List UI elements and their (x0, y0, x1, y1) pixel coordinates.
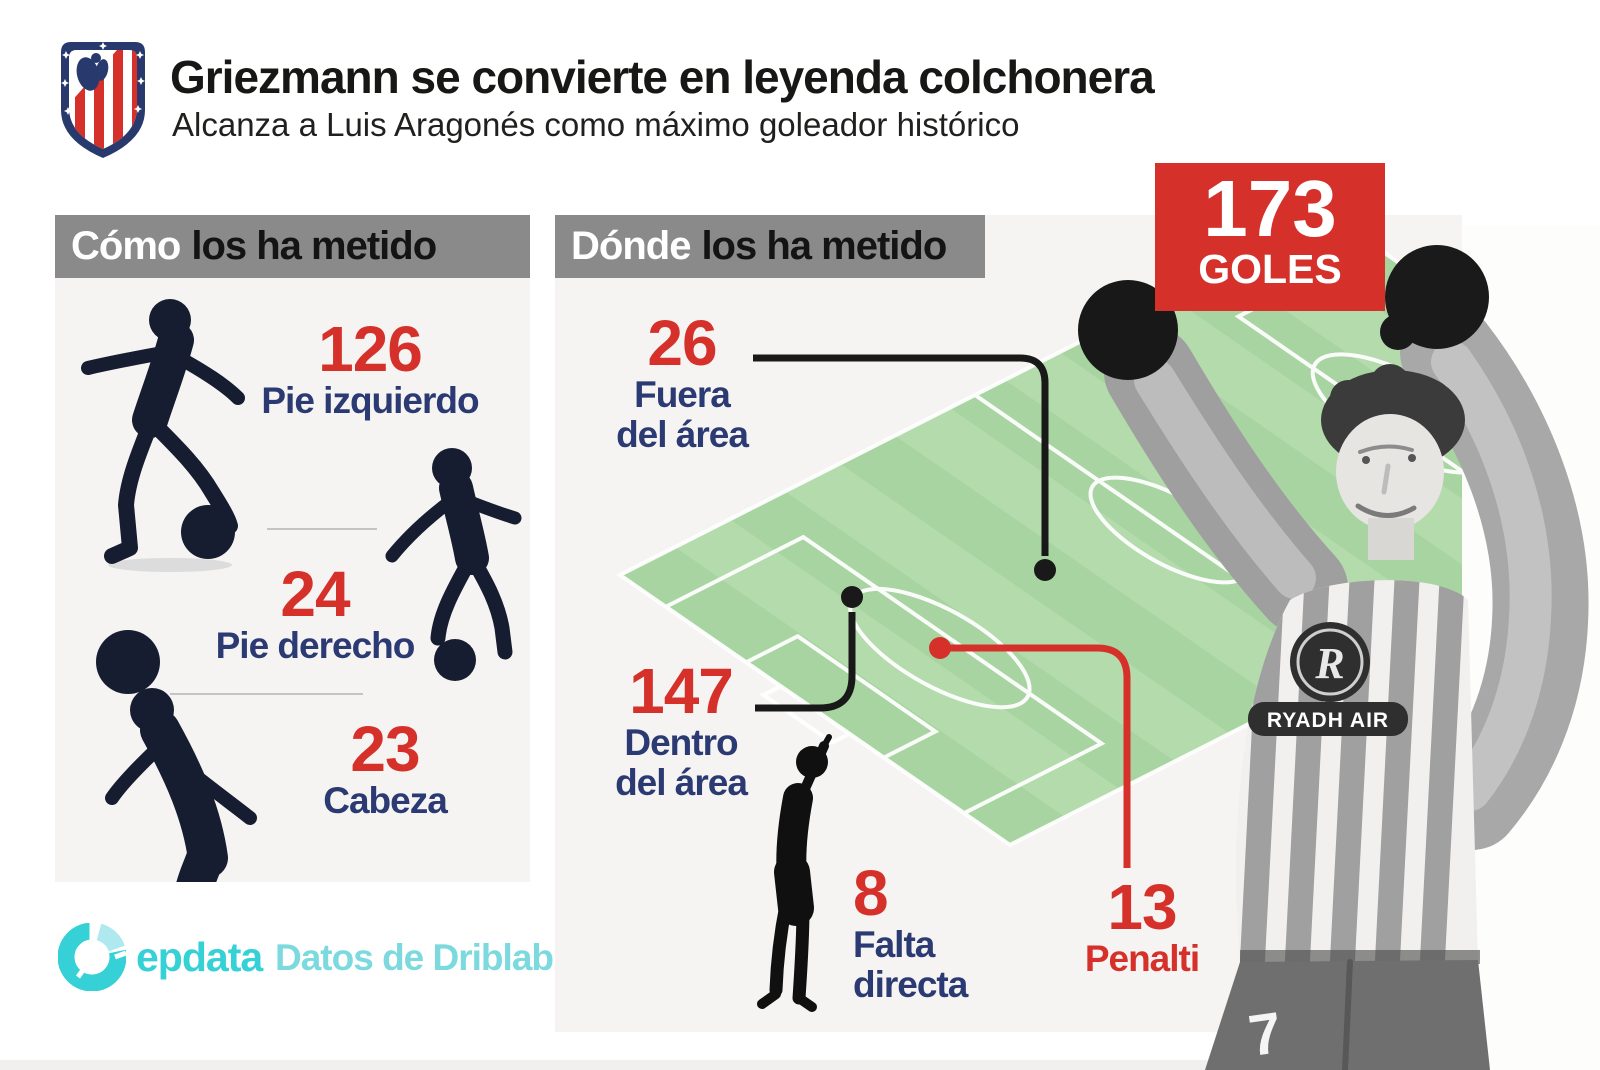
griezmann-photo: R RYADH AIR 7 (1078, 225, 1600, 1070)
player-eye (1408, 454, 1416, 462)
how-silhouettes-graphic (81, 299, 522, 882)
player-left-arm-highlight (1134, 359, 1316, 599)
stat-outside-box: 26 Fuera del área (592, 307, 772, 455)
stat-free-kick-value: 8 (853, 857, 889, 929)
total-goals-value: 173 (1203, 164, 1337, 253)
stat-free-kick-label: Falta directa (853, 923, 1053, 1005)
label-line: Falta (853, 923, 935, 965)
label-line: Fuera (634, 373, 731, 415)
player-eye (1362, 456, 1370, 464)
player-hair-curl (1370, 364, 1410, 404)
stat-header-label: Cabeza (323, 779, 448, 821)
stat-inside-box-label: Dentro del área (591, 721, 771, 803)
player-neck (1368, 518, 1414, 560)
data-source: Datos de Driblab (275, 937, 554, 978)
callout-line-inside-box (755, 612, 856, 712)
stat-inside-box: 147 Dentro del área (591, 655, 771, 803)
label-line: Penalti (1084, 937, 1200, 979)
right-foot-player-silhouette (385, 448, 522, 681)
sponsor-pill (1248, 702, 1408, 736)
where-heading-rest: los ha metido (701, 224, 947, 268)
player-face (1336, 414, 1444, 530)
page-bottom-strip (0, 1060, 1600, 1070)
page-subtitle: Alcanza a Luis Aragonés como máximo gole… (172, 106, 1020, 143)
referee-silhouette (757, 734, 832, 1012)
player-smile (1355, 503, 1417, 518)
sponsor-text: RYADH AIR (1267, 709, 1389, 732)
player-hair-curl (1330, 380, 1366, 416)
player-left-glove (1078, 280, 1178, 380)
callout-dot-penalty (929, 637, 951, 659)
callout-dot-inside-box (841, 586, 863, 608)
stat-penalty: 13 Penalti (1042, 871, 1242, 979)
callout-line-penalty (940, 644, 1131, 868)
label-line: directa (853, 963, 968, 1005)
stat-left-foot: 126 Pie izquierdo (230, 313, 510, 421)
player-hair-curl (1414, 380, 1450, 416)
player-nose (1381, 463, 1391, 495)
stat-penalty-value: 13 (1107, 871, 1177, 943)
label-line: del área (616, 413, 749, 455)
stat-left-foot-value: 126 (318, 313, 423, 385)
how-panel-heading: Cómo los ha metido (55, 215, 530, 278)
stat-penalty-label: Penalti (1042, 937, 1242, 979)
total-goals-badge: 173 GOLES (1155, 163, 1385, 311)
divider (170, 693, 363, 695)
shorts-seam (1342, 959, 1353, 1070)
callout-dot-outside-box (1034, 559, 1056, 581)
stat-right-foot-label: Pie derecho (215, 624, 416, 666)
stat-outside-box-value: 26 (647, 307, 717, 379)
epdata-brand: epdata (136, 934, 263, 980)
stat-right-foot-value: 24 (280, 558, 350, 630)
callout-line-outside-box (753, 354, 1049, 556)
player-brow (1358, 444, 1414, 454)
stat-right-foot: 24 Pie derecho (175, 558, 455, 666)
how-heading-rest: los ha metido (191, 224, 437, 268)
epdata-logo-icon (58, 923, 126, 991)
sponsor-initial: R (1314, 639, 1344, 688)
player-right-arm-highlight (1431, 341, 1552, 811)
callout-lines (753, 354, 1131, 868)
total-goals-label: GOLES (1198, 246, 1342, 292)
page-title: Griezmann se convierte en leyenda colcho… (170, 51, 1155, 103)
atletico-madrid-crest (61, 42, 145, 158)
how-goals-panel: Cómo los ha metido (55, 215, 530, 882)
stat-outside-box-label: Fuera del área (592, 373, 772, 455)
stat-header-value: 23 (350, 713, 420, 785)
label-line: Dentro (624, 721, 738, 763)
where-panel-heading: Dónde los ha metido (555, 215, 985, 278)
player-right-glove-thumb (1380, 314, 1416, 350)
where-heading-highlight: Dónde (571, 224, 691, 268)
stat-inside-box-value: 147 (629, 655, 734, 727)
stat-header: 23 Cabeza (245, 713, 525, 821)
sponsor-logo-circle (1290, 622, 1370, 702)
divider (267, 528, 377, 530)
how-heading-highlight: Cómo (71, 224, 181, 268)
left-foot-player-silhouette (81, 299, 245, 572)
stat-left-foot-label: Pie izquierdo (261, 379, 479, 421)
header-player-silhouette (96, 630, 257, 882)
stat-free-kick: 8 Falta directa (853, 857, 1053, 1005)
label-line: del área (615, 761, 748, 803)
sponsor-logo-ring (1296, 628, 1364, 696)
